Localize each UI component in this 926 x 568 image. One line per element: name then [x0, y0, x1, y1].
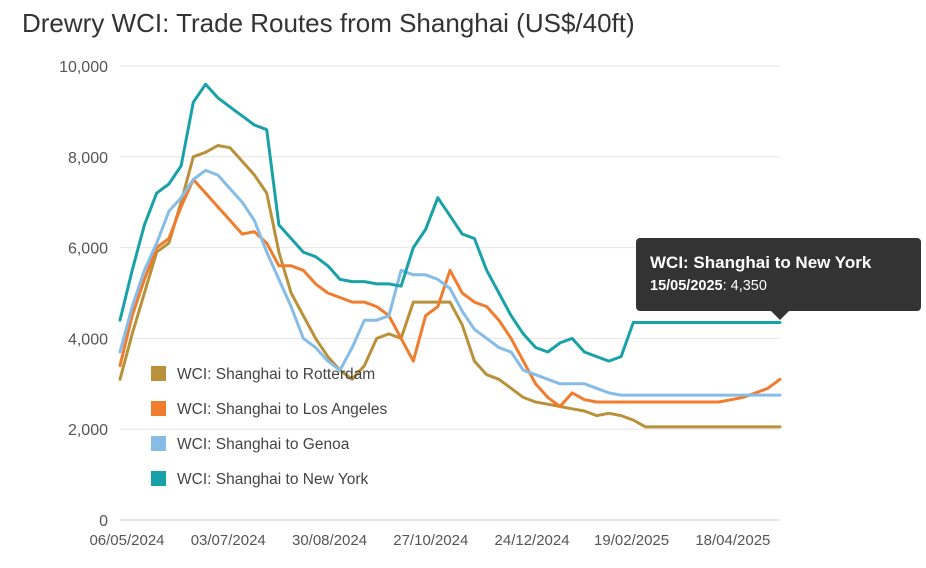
- series-line[interactable]: [118, 168, 782, 397]
- tooltip-series-name: WCI: Shanghai to New York: [650, 253, 872, 272]
- y-tick-label: 6,000: [68, 241, 108, 258]
- chart-title: Drewry WCI: Trade Routes from Shanghai (…: [22, 8, 635, 38]
- y-tick-label: 2,000: [68, 422, 108, 439]
- legend-item[interactable]: WCI: Shanghai to Genoa: [177, 436, 350, 453]
- x-axis-tick-labels: 06/05/2024 03/07/2024 30/08/2024 27/10/2024…: [89, 532, 770, 549]
- tooltip-value-line: 15/05/2025: 4,350: [650, 278, 907, 294]
- x-tick-label: 06/05/2024: [89, 532, 164, 549]
- x-tick-label: 18/04/2025: [695, 532, 770, 549]
- legend-swatch: [151, 366, 166, 381]
- x-tick-label: 30/08/2024: [292, 532, 367, 549]
- tooltip-arrow: [771, 311, 789, 320]
- legend-swatch: [151, 436, 166, 451]
- series-line[interactable]: [118, 144, 782, 429]
- y-tick-label: 8,000: [68, 150, 108, 167]
- x-tick-label: 24/12/2024: [495, 532, 570, 549]
- y-tick-label: 10,000: [59, 59, 108, 76]
- grid-lines: [120, 65, 780, 521]
- legend-swatch: [151, 471, 166, 486]
- y-tick-label: 4,000: [68, 331, 108, 348]
- y-axis-tick-labels: 0 2,000 4,000 6,000 8,000 10,000: [59, 59, 108, 530]
- x-tick-label: 03/07/2024: [191, 532, 266, 549]
- tooltip: WCI: Shanghai to New York 15/05/2025: 4,…: [636, 238, 921, 311]
- legend[interactable]: WCI: Shanghai to Rotterdam WCI: Shanghai …: [151, 366, 387, 488]
- legend-item[interactable]: WCI: Shanghai to New York: [177, 471, 369, 488]
- legend-swatch: [151, 401, 166, 416]
- legend-item[interactable]: WCI: Shanghai to Los Angeles: [177, 401, 387, 418]
- tooltip-value: 4,350: [730, 278, 767, 294]
- legend-item[interactable]: WCI: Shanghai to Rotterdam: [177, 366, 375, 383]
- tooltip-separator: :: [722, 278, 731, 294]
- x-tick-label: 27/10/2024: [393, 532, 468, 549]
- series-line[interactable]: [118, 82, 782, 363]
- tooltip-date: 15/05/2025: [650, 278, 723, 294]
- series-lines[interactable]: [118, 82, 782, 429]
- series-line[interactable]: [118, 178, 782, 408]
- y-tick-label: 0: [99, 513, 108, 530]
- x-tick-label: 19/02/2025: [594, 532, 669, 549]
